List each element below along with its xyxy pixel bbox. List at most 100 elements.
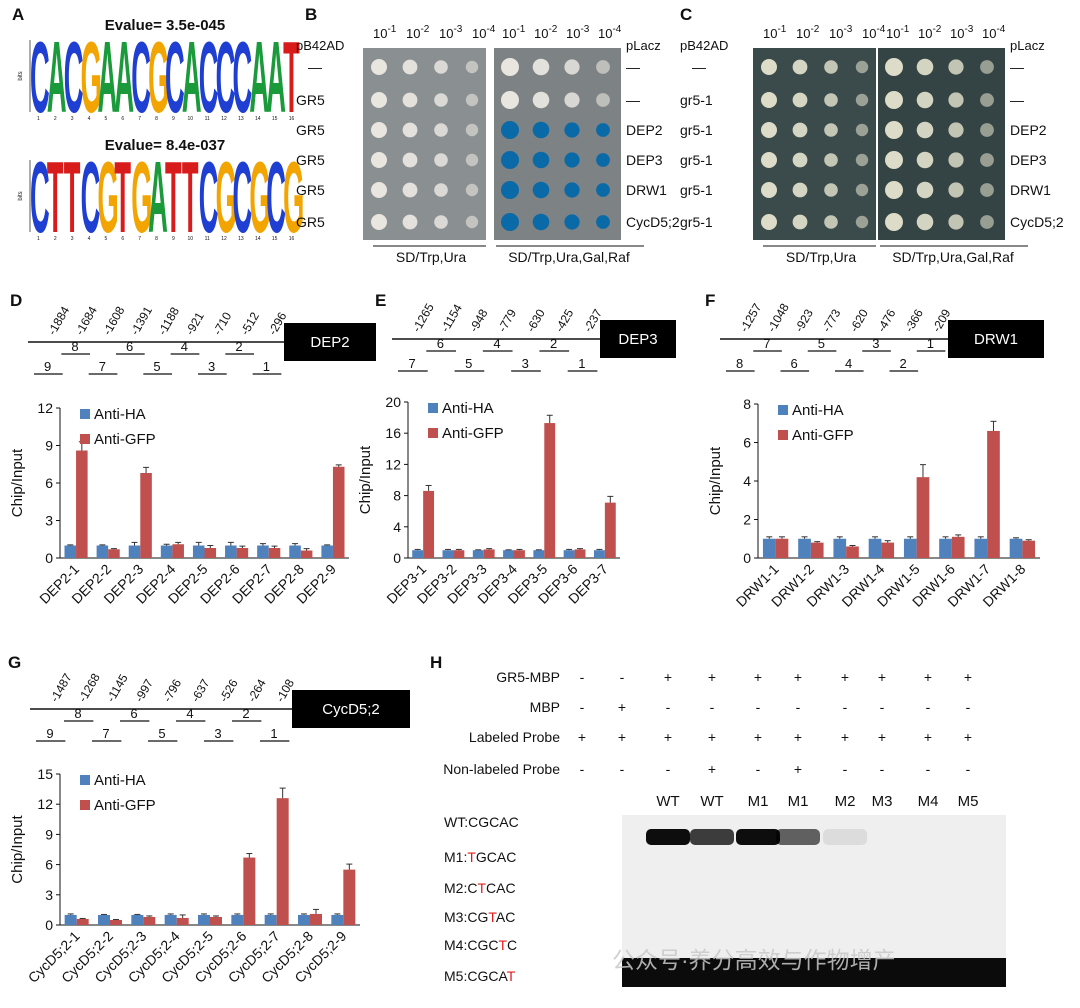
panel-c-row-label-right: — [1010,92,1024,108]
yeast-spot [792,214,808,230]
yeast-spot [824,123,838,137]
probe-sequence: M5:CGCAT [444,968,516,984]
yeast-spot [371,59,387,75]
emsa-sign: - [580,699,585,715]
bar-anti-ha [131,914,144,925]
bar-anti-gfp [951,536,965,558]
yeast-spot [885,91,903,109]
yeast-spot [596,93,610,107]
bar-anti-gfp [881,542,895,558]
panel-c-dilution: 10-2 [918,24,942,41]
legend-swatch [80,775,90,785]
fragment-number: 1 [270,726,277,741]
yeast-spot [564,92,580,108]
yeast-spot [532,121,550,139]
promoter-position: -710 [210,309,234,337]
yeast-spot [596,123,610,137]
lane-label: M5 [958,793,979,810]
panel-c-medium-right: SD/Trp,Ura,Gal,Raf [892,249,1014,265]
lane-label: M4 [918,793,939,810]
svg-text:7: 7 [138,116,141,122]
fragment-number: 9 [46,726,53,741]
watermark: 公众号·养分高效与作物增产 [612,947,896,973]
yeast-spot [855,215,869,229]
yeast-spot [980,60,994,74]
panel-b-row-label-right: CycD5;2 [626,214,680,230]
lane-label: M2 [835,793,856,810]
motif-logo-2-letter: G [98,141,119,254]
svg-text:14: 14 [255,116,261,122]
yeast-spot [916,58,934,76]
emsa-sign: + [708,761,716,777]
panel-b-dilution: 10-2 [534,24,558,41]
bar-anti-gfp [143,916,156,925]
y-tick-label: 6 [45,857,53,873]
yeast-spot [465,153,479,167]
gene-name: DRW1 [974,331,1018,348]
promoter-position: -1487 [47,671,75,705]
emsa-sign: + [964,669,972,685]
svg-text:6: 6 [121,236,124,242]
fragment-number: 5 [465,356,472,371]
bar-anti-gfp [343,869,356,925]
yeast-spot [948,92,964,108]
yeast-spot [564,182,580,198]
y-tick-label: 8 [393,488,401,504]
yeast-spot [948,122,964,138]
chip-chart-e: 048121620Chip/InputDEP3-1DEP3-2DEP3-3DEP… [357,394,620,607]
emsa-sign: - [710,699,715,715]
fragment-number: 9 [44,359,51,374]
panel-label-h: H [430,653,442,672]
fragment-number: 8 [74,706,81,721]
yeast-spot [855,123,869,137]
yeast-spot [761,59,777,75]
bar-anti-ha [96,545,109,558]
motif-logo-1-letter: G [81,21,102,134]
bar-anti-gfp [310,913,322,925]
motif-logo-1-letter: C [233,21,253,134]
y-tick-label: 3 [45,513,53,529]
svg-text:1: 1 [37,236,40,242]
panel-c-dilution: 10-3 [829,24,853,41]
motif-logo-1-letter: C [165,21,185,134]
legend-swatch [778,430,788,440]
motif-logo-2-letter: A [148,141,168,254]
promoter-position: -512 [238,309,262,337]
promoter-position: -620 [847,306,871,334]
svg-text:10: 10 [188,116,194,122]
emsa-sign: + [794,729,802,745]
legend-swatch [80,800,90,810]
panel-b-row-label: GR5 [296,92,325,108]
yeast-spot [792,92,808,108]
fragment-number: 2 [235,339,242,354]
fragment-number: 3 [522,356,529,371]
motif-logo-1-letter: T [283,21,300,134]
bar-anti-gfp [916,477,930,558]
yeast-spot [564,214,580,230]
bar-anti-ha [1009,538,1023,558]
shifted-band [646,829,690,845]
motif-logo-2-letter: G [216,141,237,254]
bar-anti-ha [198,914,210,925]
yeast-spot [402,152,418,168]
legend-swatch [80,434,90,444]
fragment-number: 2 [242,706,249,721]
panel-c-row-label-right: DEP2 [1010,122,1047,138]
y-tick-label: 0 [393,550,401,566]
emsa-sign: - [666,761,671,777]
bar-anti-ha [192,545,205,558]
emsa-row-label: GR5-MBP [496,669,560,685]
yeast-spot [980,215,994,229]
svg-text:1: 1 [37,116,40,122]
emsa-sign: + [878,729,886,745]
emsa-sign: + [878,669,886,685]
svg-text:4: 4 [88,116,91,122]
legend-label: Anti-GFP [94,797,156,814]
emsa-sign: - [966,761,971,777]
panel-b-row-label: GR5 [296,152,325,168]
yeast-spot [564,152,580,168]
emsa-sign: + [841,669,849,685]
bar-anti-gfp [604,502,616,558]
y-tick-label: 12 [37,796,53,812]
